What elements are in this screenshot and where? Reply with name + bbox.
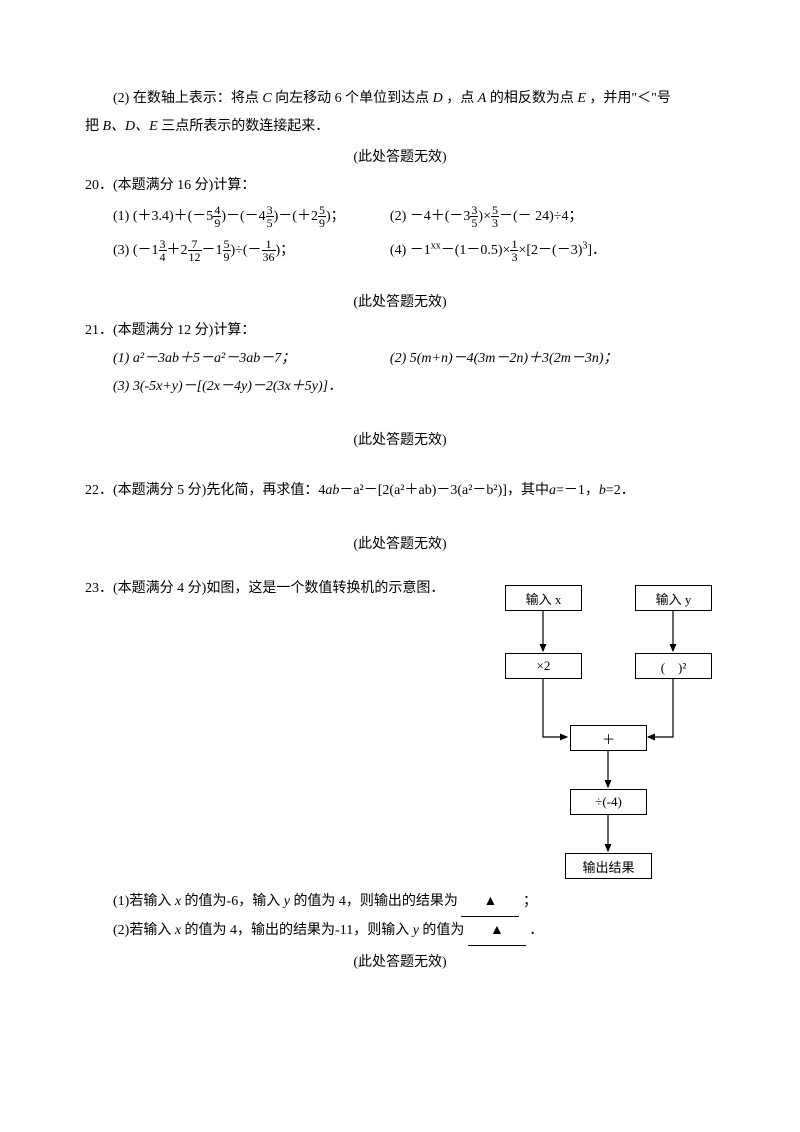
frac: 34 xyxy=(159,238,167,263)
t: (1) (＋3.4)＋(－5 xyxy=(113,209,213,224)
t: ]． xyxy=(587,243,606,258)
q20-part3: (3) (－134＋2712－159)÷(－136)； xyxy=(113,234,390,268)
point-c: C xyxy=(262,91,271,106)
q21-note: (此处答题无效) xyxy=(85,429,715,449)
t: ； xyxy=(523,894,537,909)
q20-part4: (4) －1xx－(1－0.5)×13×[2－(－3)3]． xyxy=(390,234,679,268)
t: (2)若输入 xyxy=(113,923,171,938)
t: )－(＋2 xyxy=(274,209,318,224)
q23-part1: (1)若输入 x 的值为-6，输入 y 的值为 4，则输出的结果为 ▲ ； xyxy=(85,888,715,917)
text: 把 xyxy=(85,119,99,134)
a: a xyxy=(549,483,556,498)
q21-part3: (3) 3(-5x+y)－[(2x－4y)－2(3x＋5y)]． xyxy=(85,373,715,401)
t: =2． xyxy=(606,483,635,498)
q21-part2: (2) 5(m+n)－4(3m－2n)＋3(2m－3n)； xyxy=(390,345,679,373)
t: )－(－4 xyxy=(221,209,265,224)
q19-note: (此处答题无效) xyxy=(85,146,715,166)
t: 22．(本题满分 5 分)先化简，再求值：4 xyxy=(85,483,325,498)
exp: xx xyxy=(431,240,441,251)
q21-title: 21．(本题满分 12 分)计算： xyxy=(85,317,715,345)
t: －1 xyxy=(202,243,223,258)
q19-part2-line1: (2) 在数轴上表示：将点 C 向左移动 6 个单位到达点 D ，点 A 的相反… xyxy=(85,85,715,113)
t: (3) (－1 xyxy=(113,243,159,258)
q23-text: 23．(本题满分 4 分)如图，这是一个数值转换机的示意图． xyxy=(85,575,715,603)
letters: B、D、E xyxy=(103,119,158,134)
frac: 35 xyxy=(266,204,274,229)
t: )； xyxy=(276,243,295,258)
times2-box: ×2 xyxy=(505,653,582,679)
t: 的值为 4，输出的结果为-11，则输入 xyxy=(185,923,410,938)
y: y xyxy=(413,923,419,938)
point-a: A xyxy=(478,91,487,106)
b: b xyxy=(599,483,606,498)
q20-part1: (1) (＋3.4)＋(－549)－(－435)－(＋259)； xyxy=(113,200,390,234)
text: 三点所表示的数连接起来． xyxy=(161,119,329,134)
answer-blank-2[interactable]: ▲ xyxy=(468,917,526,946)
q20-note: (此处答题无效) xyxy=(85,291,715,311)
t: )÷(－ xyxy=(231,243,262,258)
t: 的值为-6，输入 xyxy=(185,894,281,909)
text: 向左移动 6 个单位到达点 xyxy=(275,91,429,106)
frac: 53 xyxy=(491,204,499,229)
t: )； xyxy=(326,209,345,224)
point-d: D xyxy=(433,91,443,106)
t: (2) －4＋(－3 xyxy=(390,209,471,224)
point-e: E xyxy=(577,91,586,106)
q20-title: 20．(本题满分 16 分)计算： xyxy=(85,172,715,200)
q22-text: 22．(本题满分 5 分)先化简，再求值：4ab－a²－[2(a²＋ab)－3(… xyxy=(85,477,715,505)
ab: ab xyxy=(325,483,339,498)
x: x xyxy=(175,923,181,938)
t: (4) －1 xyxy=(390,243,431,258)
q23-part2: (2)若输入 x 的值为 4，输出的结果为-11，则输入 y 的值为 ▲ ． xyxy=(85,917,715,946)
x: x xyxy=(175,894,181,909)
frac: 59 xyxy=(223,238,231,263)
t: 的值为 xyxy=(422,923,464,938)
frac: 712 xyxy=(188,238,202,263)
output-box: 输出结果 xyxy=(565,853,652,879)
y: y xyxy=(284,894,290,909)
t: =－1， xyxy=(556,483,599,498)
q23-note: (此处答题无效) xyxy=(85,951,715,971)
q19-part2-line2: 把 B、D、E 三点所表示的数连接起来． xyxy=(85,113,715,141)
t: 的值为 4，则输出的结果为 xyxy=(293,894,458,909)
plus-box: ＋ xyxy=(570,725,647,751)
t: －a²－[2(a²＋ab)－3(a²－b²)]，其中 xyxy=(339,483,549,498)
frac: 59 xyxy=(318,204,326,229)
answer-blank-1[interactable]: ▲ xyxy=(461,888,519,917)
text: ，并用"＜"号 xyxy=(589,91,670,106)
t: (1)若输入 xyxy=(113,894,171,909)
input-y-box: 输入 y xyxy=(635,585,712,611)
t: ×[2－(－3) xyxy=(518,243,582,258)
t: ＋2 xyxy=(167,243,188,258)
div-box: ÷(-4) xyxy=(570,789,647,815)
t: －(1－0.5)× xyxy=(441,243,511,258)
text: ，点 xyxy=(446,91,474,106)
t: －(－ 24)÷4； xyxy=(499,209,583,224)
t: )× xyxy=(478,209,491,224)
q21-part1: (1) a²－3ab＋5－a²－3ab－7； xyxy=(113,345,390,373)
q22-note: (此处答题无效) xyxy=(85,533,715,553)
q20-part2: (2) －4＋(－335)×53－(－ 24)÷4； xyxy=(390,200,679,234)
frac: 136 xyxy=(262,238,276,263)
square-box: ( )² xyxy=(635,653,712,679)
input-x-box: 输入 x xyxy=(505,585,582,611)
text: 的相反数为点 xyxy=(490,91,574,106)
text: (2) 在数轴上表示：将点 xyxy=(113,91,259,106)
t: ． xyxy=(529,923,543,938)
